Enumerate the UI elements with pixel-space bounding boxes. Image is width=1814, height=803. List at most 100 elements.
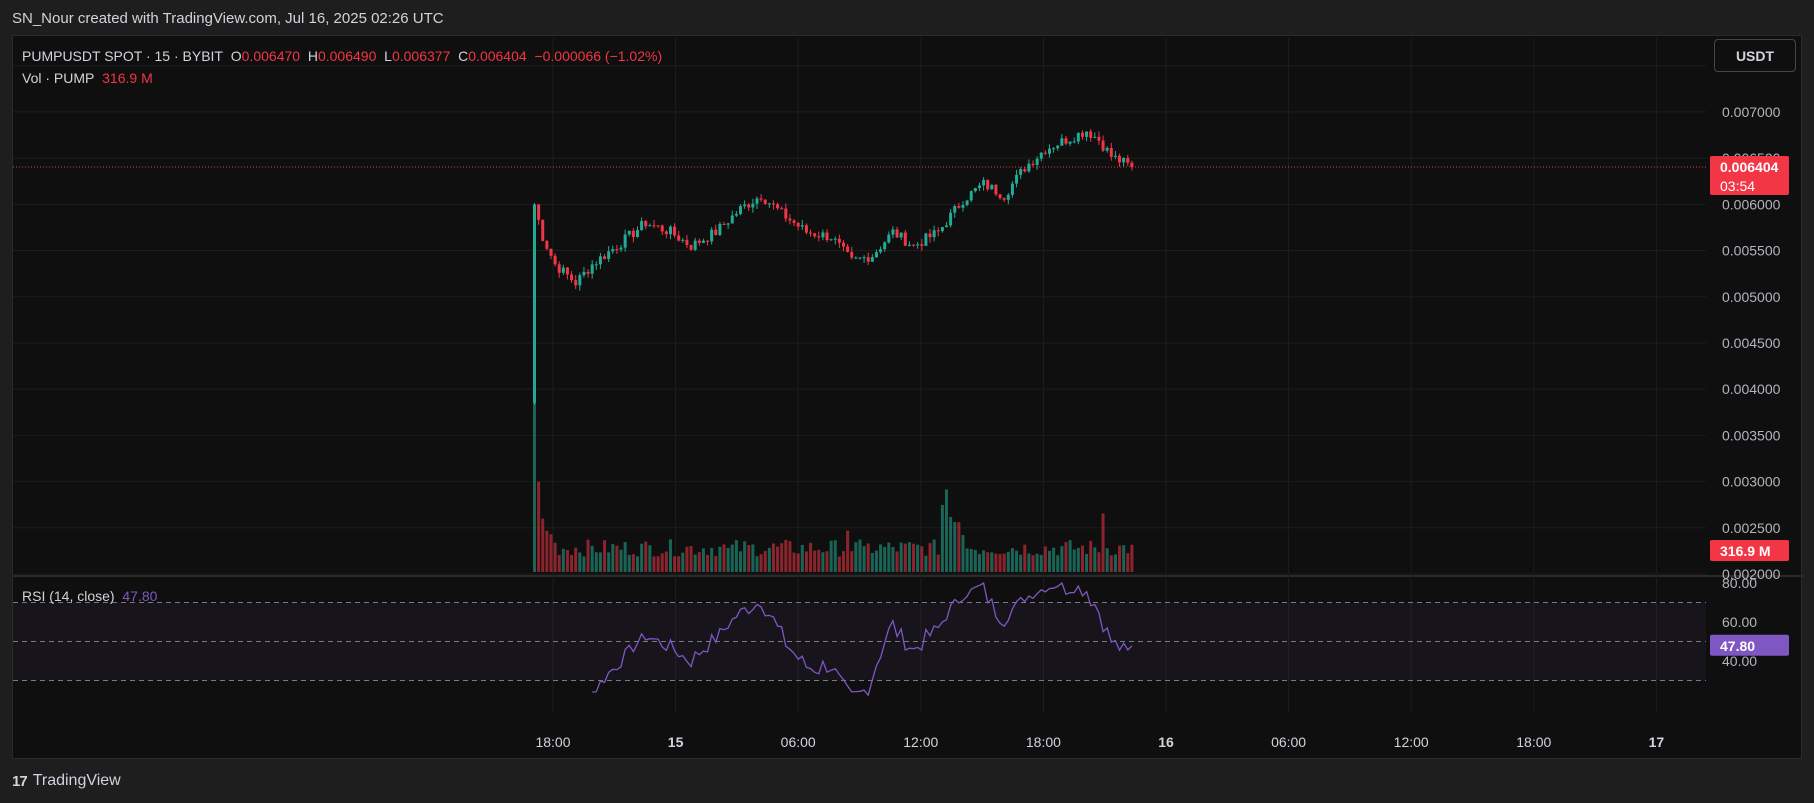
candle-body bbox=[850, 251, 854, 258]
price-tick-label: 0.004500 bbox=[1722, 335, 1781, 351]
candle-body bbox=[582, 271, 586, 276]
volume-bar bbox=[899, 542, 903, 572]
volume-bar bbox=[821, 552, 825, 572]
candle-body bbox=[961, 204, 965, 208]
price-tick-label: 0.006000 bbox=[1722, 196, 1781, 212]
candle-body bbox=[887, 234, 891, 243]
volume-bar bbox=[722, 544, 726, 572]
volume-bar bbox=[850, 551, 854, 572]
volume-bar bbox=[701, 548, 705, 572]
tradingview-brand[interactable]: 17 TradingView bbox=[12, 772, 121, 790]
volume-bar bbox=[747, 545, 751, 572]
candle-body bbox=[998, 194, 1002, 199]
candle-body bbox=[829, 239, 833, 241]
ohlc-line: PUMPUSDT SPOT · 15 · BYBIT O0.006470 H0.… bbox=[22, 45, 662, 67]
time-tick-label: 12:00 bbox=[1394, 734, 1429, 750]
candle-body bbox=[837, 238, 841, 243]
candle-body bbox=[557, 264, 561, 273]
candle-body bbox=[1010, 183, 1014, 195]
candle-body bbox=[1002, 198, 1006, 200]
volume-legend: Vol · PUMP 316.9 M bbox=[22, 67, 662, 89]
volume-bar bbox=[1023, 544, 1027, 572]
candle-body bbox=[1076, 132, 1080, 142]
volume-bar bbox=[1064, 542, 1068, 572]
candle-body bbox=[920, 244, 924, 246]
candle-body bbox=[677, 235, 681, 241]
volume-bar bbox=[800, 544, 804, 572]
price-tick-label: 0.003500 bbox=[1722, 427, 1781, 443]
candle-body bbox=[1031, 163, 1035, 165]
volume-bar bbox=[660, 553, 664, 572]
price-badge-text: 0.006404 bbox=[1720, 159, 1779, 175]
candle-body bbox=[924, 233, 928, 246]
volume-bar bbox=[734, 540, 738, 572]
volume-bar bbox=[858, 539, 862, 572]
volume-label[interactable]: Vol · PUMP bbox=[22, 70, 95, 86]
time-tick-label: 18:00 bbox=[1516, 734, 1551, 750]
volume-bar bbox=[553, 542, 557, 572]
volume-bar bbox=[874, 550, 878, 572]
brand-label: TradingView bbox=[32, 772, 121, 789]
symbol-info[interactable]: PUMPUSDT SPOT · 15 · BYBIT bbox=[22, 48, 223, 64]
candle-body bbox=[656, 225, 660, 227]
rsi-tick-label: 80.00 bbox=[1722, 575, 1757, 591]
chart-caption: SN_Nour created with TradingView.com, Ju… bbox=[12, 10, 444, 27]
candle-body bbox=[1093, 136, 1097, 138]
volume-bar bbox=[598, 552, 602, 572]
candle-body bbox=[1130, 162, 1134, 168]
candle-body bbox=[796, 222, 800, 227]
rsi-label[interactable]: RSI (14, close) bbox=[22, 588, 115, 604]
currency-button[interactable]: USDT bbox=[1714, 39, 1796, 72]
candle-body bbox=[1064, 138, 1068, 144]
candle-body bbox=[706, 240, 710, 242]
volume-bar bbox=[582, 556, 586, 572]
volume-bar bbox=[714, 556, 718, 572]
volume-bar bbox=[986, 552, 990, 572]
candle-body bbox=[673, 226, 677, 236]
volume-bar bbox=[837, 556, 841, 572]
volume-bar bbox=[578, 552, 582, 572]
candle-body bbox=[631, 230, 635, 237]
volume-bar bbox=[895, 551, 899, 572]
candle-body bbox=[994, 184, 998, 195]
volume-bar bbox=[594, 552, 598, 572]
time-tick-label: 06:00 bbox=[1271, 734, 1306, 750]
volume-bar bbox=[755, 556, 759, 572]
volume-bar bbox=[982, 550, 986, 572]
volume-bar bbox=[730, 544, 734, 572]
volume-bar bbox=[1035, 553, 1039, 572]
candle-body bbox=[990, 184, 994, 190]
volume-bar bbox=[813, 550, 817, 572]
volume-bar bbox=[689, 546, 693, 572]
volume-bar bbox=[949, 516, 953, 572]
volume-bar bbox=[965, 548, 969, 572]
price-badge bbox=[1710, 156, 1789, 196]
candle-body bbox=[1105, 147, 1109, 151]
candle-body bbox=[627, 230, 631, 235]
candle-body bbox=[565, 267, 569, 275]
volume-bar bbox=[854, 542, 858, 572]
candle-body bbox=[570, 274, 574, 281]
price-tick-label: 0.004000 bbox=[1722, 381, 1781, 397]
candle-body bbox=[870, 257, 874, 262]
volume-bar bbox=[809, 542, 813, 572]
candle-body bbox=[549, 248, 553, 256]
volume-bar bbox=[879, 544, 883, 572]
time-tick-label: 18:00 bbox=[1026, 734, 1061, 750]
candle-body bbox=[710, 229, 714, 242]
candle-body bbox=[644, 221, 648, 227]
volume-bar bbox=[924, 555, 928, 572]
volume-bar bbox=[681, 552, 685, 572]
volume-bar bbox=[788, 541, 792, 572]
volume-bar bbox=[1130, 544, 1134, 572]
candle-body bbox=[817, 236, 821, 238]
volume-bar bbox=[928, 542, 932, 572]
volume-bar bbox=[936, 554, 940, 572]
high-value: 0.006490 bbox=[317, 48, 377, 64]
candle-body bbox=[1060, 138, 1064, 146]
volume-bar bbox=[870, 552, 874, 572]
volume-bar bbox=[1080, 545, 1084, 572]
volume-bar bbox=[887, 542, 891, 572]
volume-bar bbox=[829, 540, 833, 572]
